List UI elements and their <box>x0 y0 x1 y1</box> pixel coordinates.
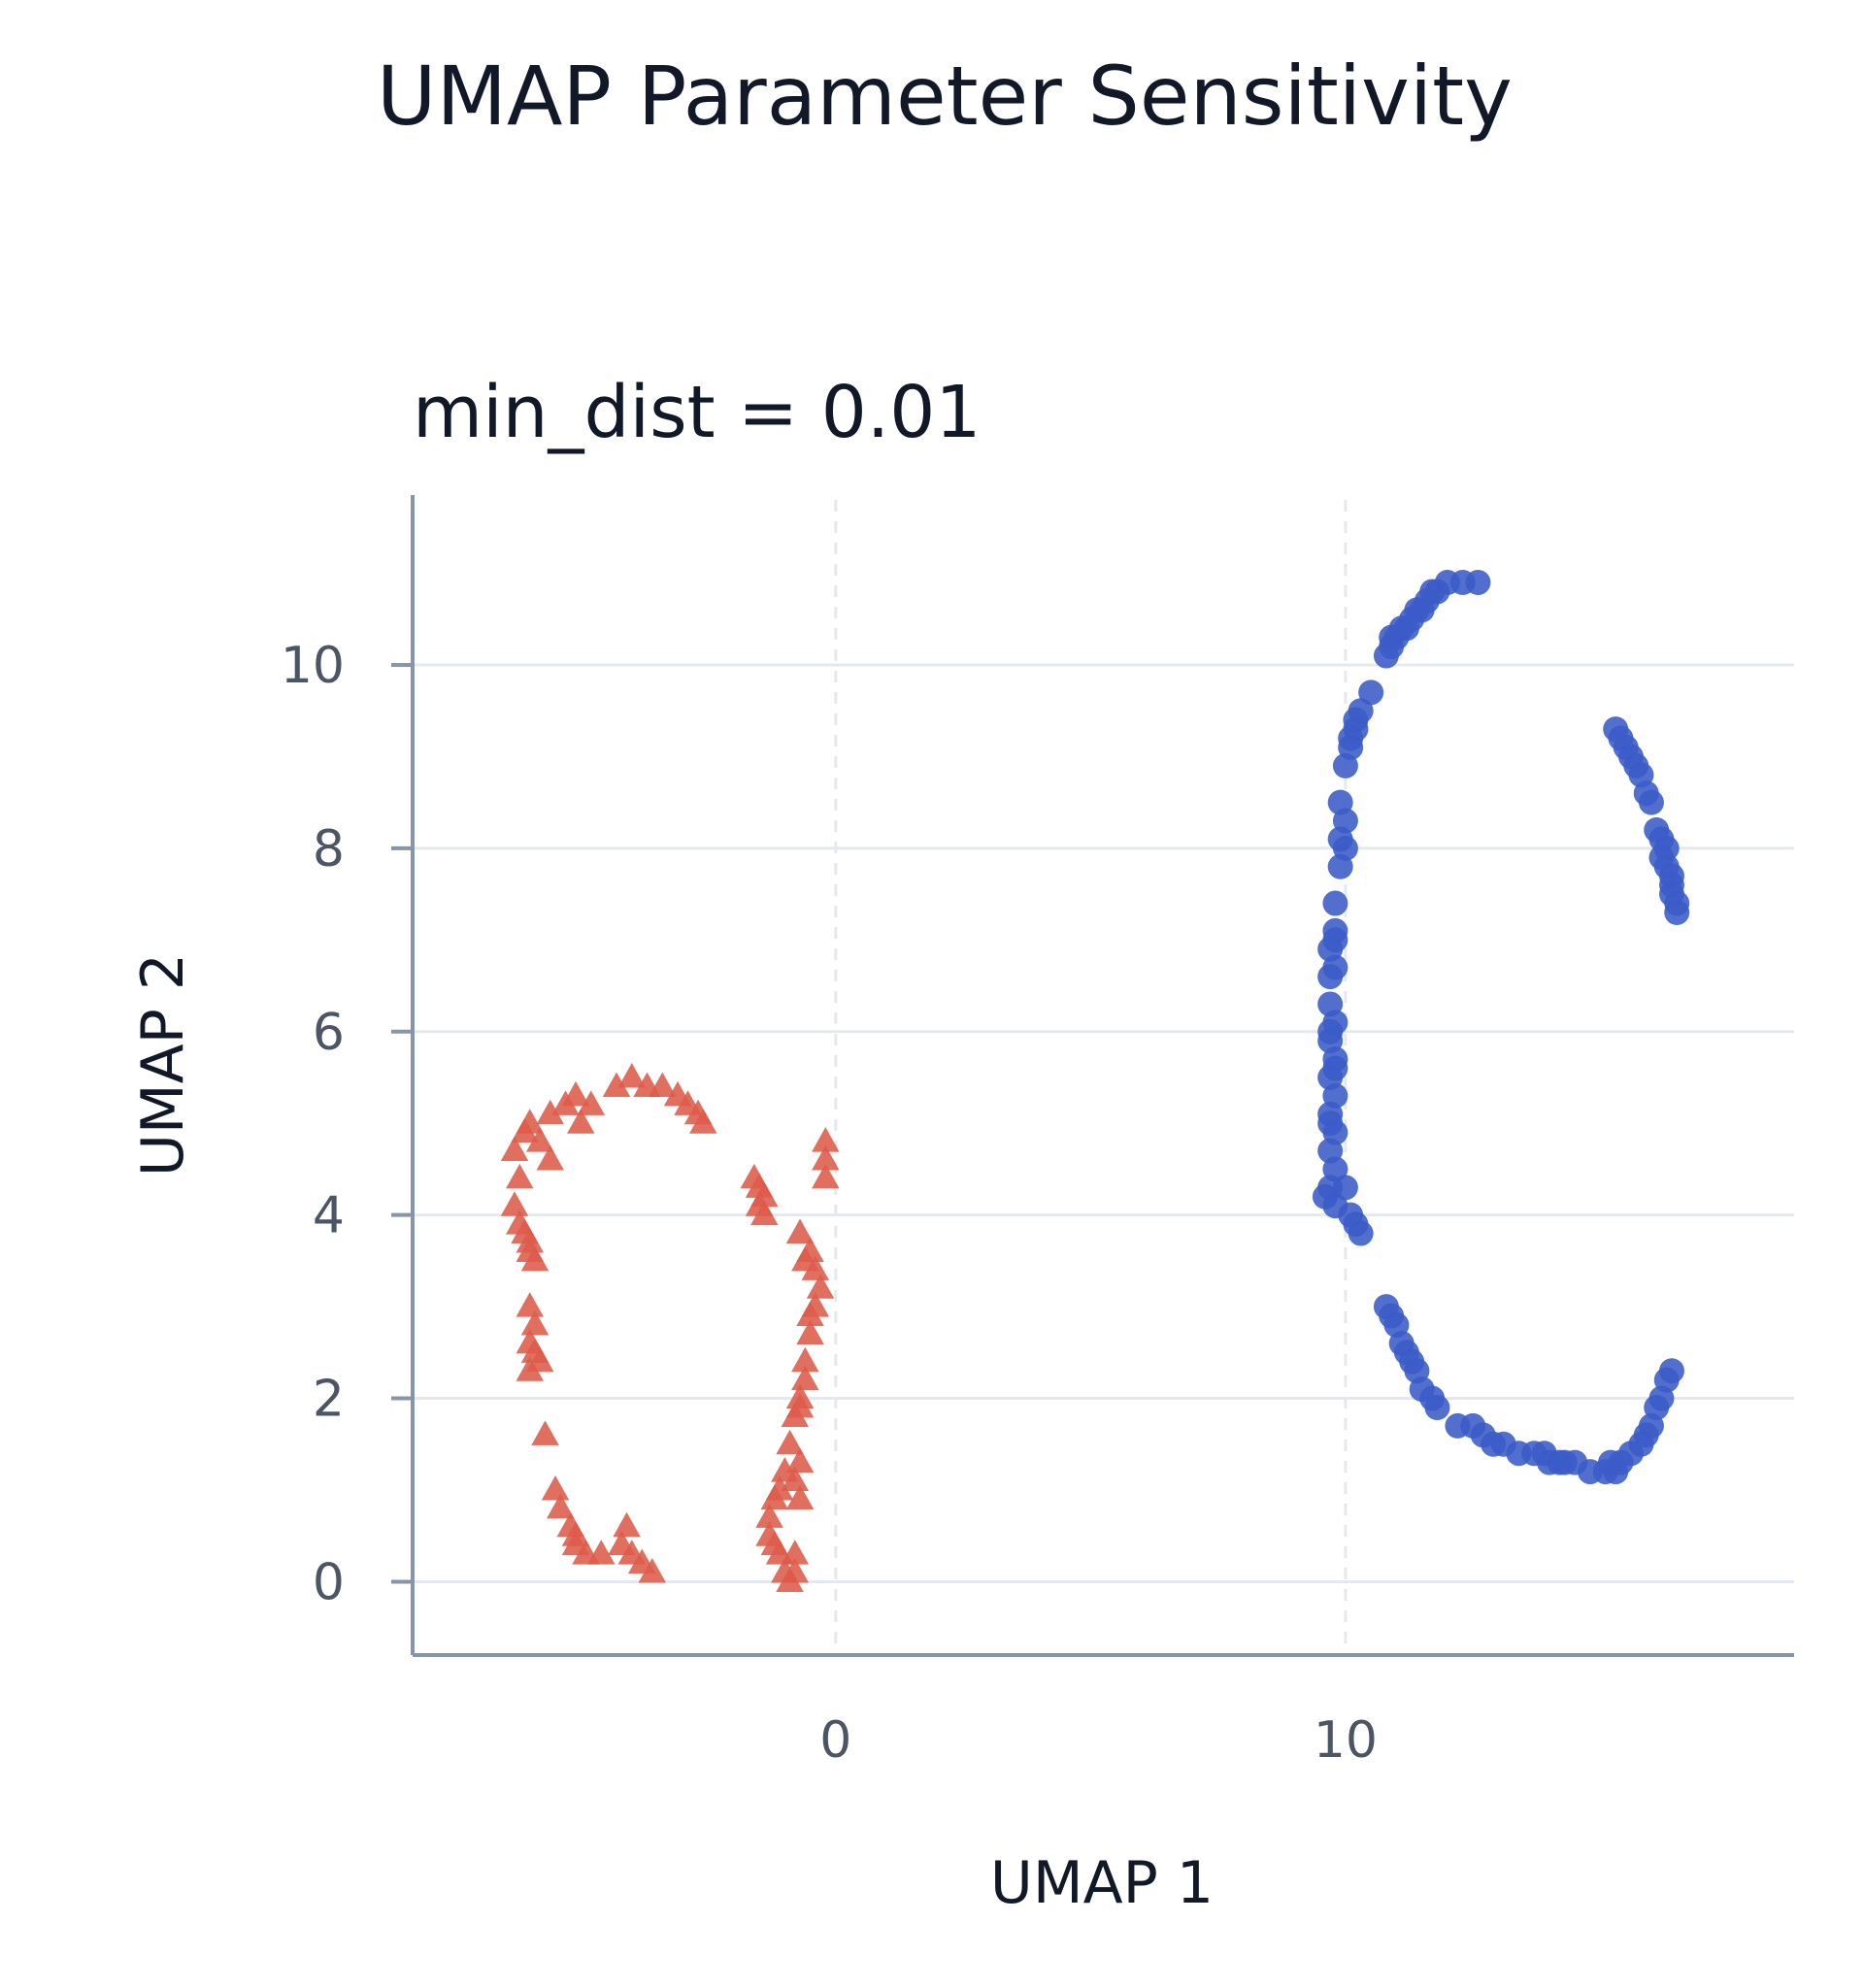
circle-point <box>1393 1340 1419 1366</box>
circle-point <box>1658 872 1684 898</box>
x-axis-label: UMAP 1 <box>990 1849 1214 1917</box>
triangle-point <box>516 1356 545 1381</box>
triangle-point <box>785 1218 815 1244</box>
triangle-point <box>536 1099 565 1125</box>
y-axis-label: UMAP 2 <box>129 953 197 1176</box>
triangle-point <box>785 1484 815 1509</box>
triangle-point <box>541 1475 570 1501</box>
triangle-point <box>796 1319 824 1344</box>
circle-point <box>1404 597 1430 623</box>
triangle-point <box>776 1567 804 1592</box>
circle-point <box>1327 853 1353 879</box>
circle-point <box>1664 900 1690 925</box>
x-tick-label: 10 <box>1314 1711 1378 1770</box>
circle-point <box>1322 927 1348 953</box>
triangle-point <box>689 1109 717 1134</box>
triangle-point <box>812 1163 840 1189</box>
triangle-point <box>561 1521 590 1546</box>
triangle-point <box>520 1310 549 1336</box>
chart-subtitle: min_dist = 0.01 <box>413 371 981 454</box>
triangle-point <box>785 1447 815 1474</box>
triangle-point <box>506 1163 534 1189</box>
y-tick-label: 10 <box>281 637 345 695</box>
circle-point <box>1322 1055 1348 1081</box>
circle-point <box>1338 725 1364 751</box>
y-tick-label: 6 <box>313 1004 345 1062</box>
circle-point <box>1317 964 1344 990</box>
circle-point <box>1317 1018 1344 1044</box>
triangle-point <box>547 1493 575 1519</box>
triangle-point <box>755 1503 783 1528</box>
triangle-point <box>765 1475 794 1501</box>
triangle-point <box>536 1145 565 1171</box>
triangle-point <box>500 1136 529 1162</box>
data-points <box>500 570 1690 1592</box>
triangle-point <box>520 1245 549 1272</box>
triangle-point <box>567 1109 595 1134</box>
triangle-point <box>771 1457 799 1482</box>
triangle-point <box>791 1245 819 1272</box>
triangle-point <box>791 1365 819 1391</box>
triangle-point <box>561 1080 590 1107</box>
triangle-point <box>806 1274 835 1299</box>
circle-point <box>1332 1175 1358 1201</box>
triangle-point <box>587 1540 616 1565</box>
chart-title: UMAP Parameter Sensitivity <box>377 49 1513 144</box>
circle-point <box>1608 725 1634 751</box>
tick-labels: 0 2 4 6 8 10 0 10 <box>281 637 1378 1770</box>
circle-point <box>1388 615 1415 642</box>
triangle-point <box>781 1540 810 1565</box>
triangle-point <box>649 1072 677 1097</box>
triangle-point <box>500 1191 529 1216</box>
circle-point <box>1358 679 1384 706</box>
y-tick-label: 2 <box>313 1371 345 1429</box>
triangle-point <box>791 1346 819 1373</box>
triangle-point <box>745 1191 774 1216</box>
triangle-point <box>516 1109 545 1134</box>
x-tick-label: 0 <box>819 1711 851 1770</box>
circle-point <box>1658 1358 1684 1384</box>
triangle-point <box>812 1145 840 1171</box>
triangle-point <box>516 1228 545 1253</box>
triangle-point <box>760 1530 789 1556</box>
triangle-point <box>638 1558 667 1583</box>
triangle-point <box>520 1338 549 1363</box>
triangle-point <box>613 1511 641 1538</box>
triangle-point <box>602 1072 631 1097</box>
y-tick-label: 0 <box>313 1553 345 1611</box>
triangle-point <box>526 1127 554 1152</box>
circle-point <box>1317 1110 1344 1137</box>
axes <box>391 495 1794 1657</box>
circle-point <box>1348 1220 1374 1246</box>
circle-point <box>1460 1412 1486 1439</box>
triangle-point <box>796 1301 824 1327</box>
triangle-point <box>776 1429 804 1455</box>
circle-point <box>1638 789 1664 815</box>
circle-point <box>1332 752 1358 779</box>
triangle-point <box>812 1127 840 1152</box>
triangle-point <box>577 1090 606 1115</box>
circle-point <box>1531 1441 1557 1467</box>
gridlines <box>413 500 1794 1655</box>
triangle-point <box>516 1292 545 1317</box>
circle-point <box>1551 1449 1578 1475</box>
triangle-point <box>531 1420 559 1445</box>
triangle-point <box>617 1063 647 1088</box>
circle-point <box>1322 890 1348 916</box>
circle-point <box>1648 845 1675 871</box>
circle-point <box>1424 1395 1450 1420</box>
y-tick-label: 4 <box>313 1187 345 1245</box>
y-tick-label: 8 <box>313 820 345 878</box>
triangle-point <box>785 1393 815 1418</box>
circle-point <box>1419 579 1446 605</box>
circle-point <box>1597 1449 1623 1475</box>
